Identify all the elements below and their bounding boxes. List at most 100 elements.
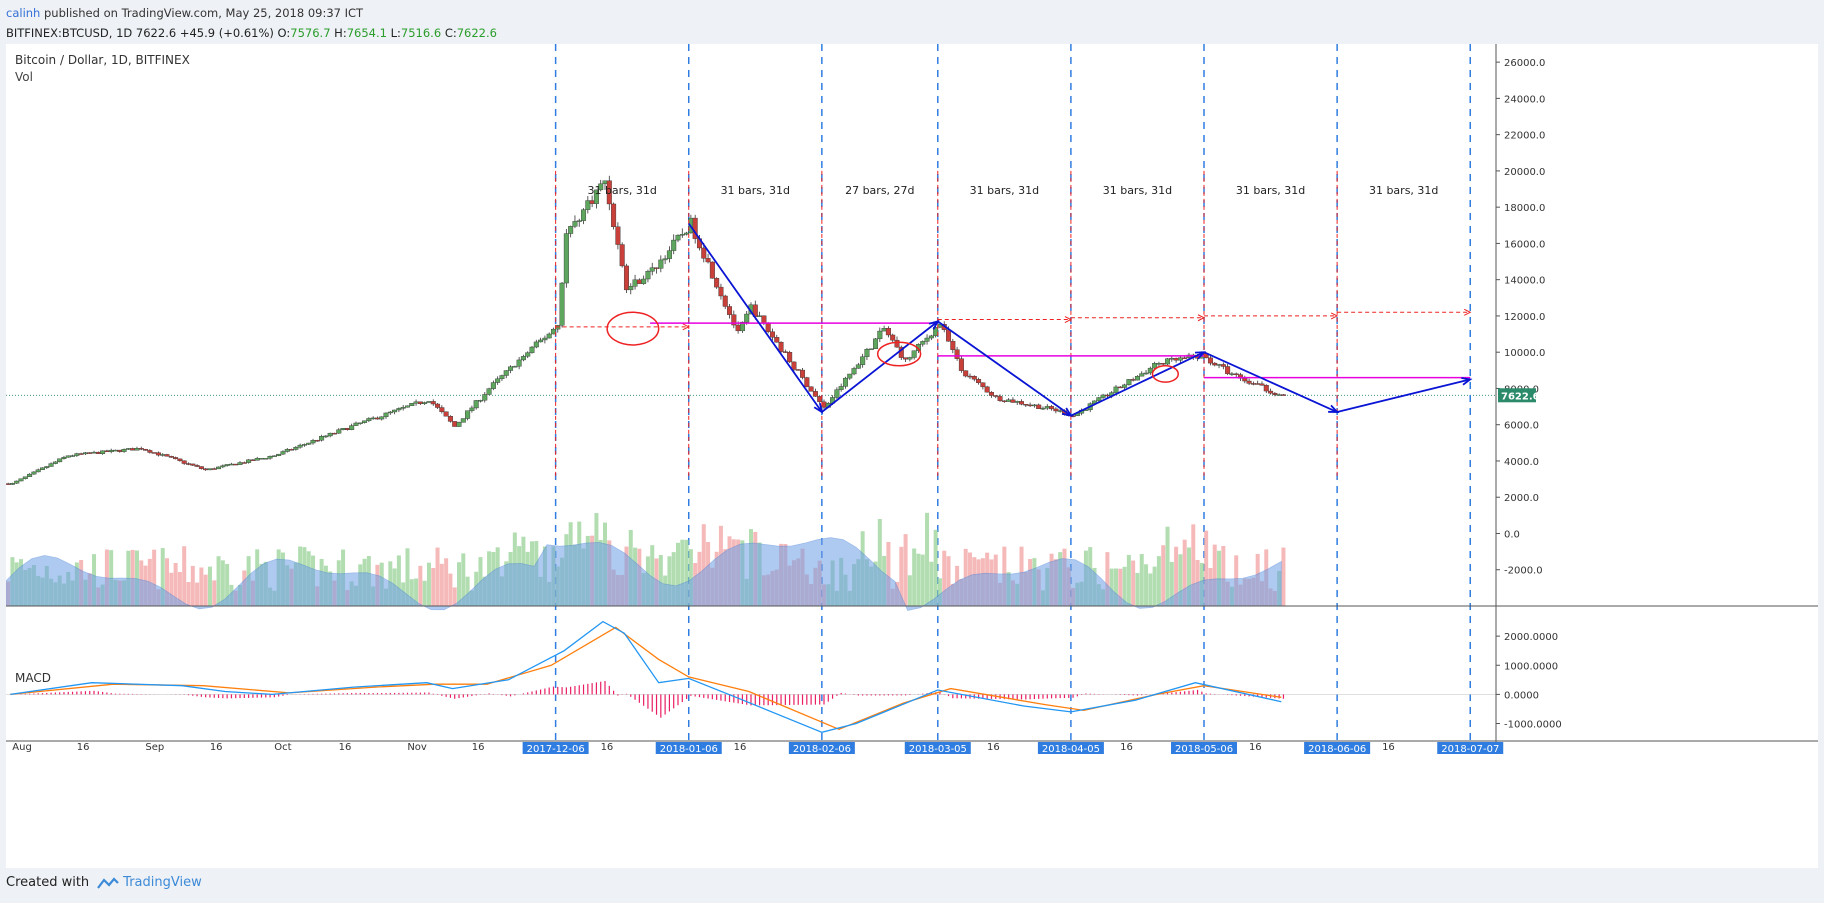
volume-bar xyxy=(1105,552,1110,606)
candle-body xyxy=(976,379,982,383)
time-marker-label: 2017-12-06 xyxy=(527,744,585,755)
projection-arrowhead xyxy=(1064,316,1073,324)
candle-body xyxy=(173,457,179,460)
candle-body xyxy=(465,410,471,419)
volume-bar xyxy=(1152,566,1157,606)
price-tick-label: 14000.0 xyxy=(1504,276,1545,287)
time-marker-badge xyxy=(1037,742,1104,754)
volume-bar xyxy=(426,562,431,606)
candle-body xyxy=(606,180,612,205)
trend-line xyxy=(1070,351,1205,417)
candle-body xyxy=(452,421,458,427)
trend-line xyxy=(937,320,1072,417)
volume-bar xyxy=(671,552,676,606)
candle-body xyxy=(353,422,359,426)
macd-line xyxy=(10,620,1282,733)
candle-body xyxy=(1207,357,1213,364)
volume-bar xyxy=(182,546,187,606)
volume-bar xyxy=(1113,568,1118,606)
candle-body xyxy=(357,422,363,424)
candle-body xyxy=(336,429,342,434)
volume-bar xyxy=(929,561,934,606)
price-tick-label: 20000.0 xyxy=(1504,167,1545,178)
candle-body xyxy=(443,411,449,417)
candle-body xyxy=(374,417,380,420)
candle-body xyxy=(82,452,88,455)
candle-body xyxy=(684,232,690,235)
candle-body xyxy=(1272,392,1278,395)
volume-ma-area xyxy=(5,537,1282,611)
candle-body xyxy=(649,267,655,272)
candle-body xyxy=(297,444,303,448)
candle-body xyxy=(293,447,299,450)
volume-bar xyxy=(203,574,208,606)
candle-body xyxy=(722,295,728,307)
candle-body xyxy=(44,466,50,468)
candle-body xyxy=(550,328,556,335)
candle-body xyxy=(1238,374,1244,379)
macd-layer xyxy=(6,620,1496,733)
candle-body xyxy=(842,377,848,387)
chart-svg[interactable]: 31 bars, 31d 31 bars, 31d 27 bars, 27d 31 b… xyxy=(5,44,1818,868)
volume-bar xyxy=(444,558,449,606)
last-price-badge xyxy=(1498,388,1536,403)
candle-body xyxy=(473,400,479,409)
trend-line xyxy=(821,320,939,413)
volume-bar xyxy=(1126,554,1131,606)
volume-bar xyxy=(1281,547,1286,606)
volume-bar xyxy=(933,529,938,606)
volume-bar xyxy=(1139,554,1144,606)
candle-body xyxy=(112,449,118,452)
volume-bar xyxy=(173,563,178,606)
candle-body xyxy=(1019,401,1025,405)
candle-body xyxy=(851,368,857,375)
candle-body xyxy=(739,321,745,332)
candle-body xyxy=(911,350,917,358)
candle-body xyxy=(795,369,801,371)
candle-body xyxy=(520,356,526,361)
candle-body xyxy=(27,473,33,477)
volume-bar xyxy=(1221,545,1226,606)
candle-body xyxy=(1113,386,1119,393)
candle-body xyxy=(516,359,522,367)
candle-body xyxy=(323,435,329,438)
candle-body xyxy=(860,356,866,365)
candle-body xyxy=(946,329,952,342)
candle-body xyxy=(1147,367,1153,374)
time-tick-label: Nov xyxy=(407,742,427,753)
candle-body xyxy=(877,330,883,340)
candle-body xyxy=(100,450,106,454)
price-tick-label: 18000.0 xyxy=(1504,203,1545,214)
period-length-label: 31 bars, 31d xyxy=(721,184,790,197)
volume-bar xyxy=(186,582,191,606)
volume-bar xyxy=(886,541,891,606)
candle-body xyxy=(435,403,441,408)
candle-body xyxy=(894,339,900,348)
candle-body xyxy=(125,448,131,450)
time-tick-label: 16 xyxy=(1249,742,1262,753)
candle-body xyxy=(74,453,80,456)
author-name[interactable]: calinh xyxy=(6,6,41,20)
candle-body xyxy=(769,331,775,338)
candle-body xyxy=(490,382,496,389)
volume-bar xyxy=(658,555,663,606)
candle-body xyxy=(589,200,595,204)
candle-body xyxy=(108,449,114,453)
candle-body xyxy=(104,450,110,453)
candle-body xyxy=(143,449,149,451)
candle-body xyxy=(1160,363,1166,365)
chart-area[interactable]: 31 bars, 31d 31 bars, 31d 27 bars, 27d 31 b… xyxy=(5,44,1818,868)
candle-body xyxy=(61,457,67,459)
volume-bar xyxy=(152,549,157,606)
tradingview-link[interactable]: TradingView xyxy=(123,875,202,890)
tradingview-brand[interactable]: TradingView xyxy=(97,875,202,890)
macd-label: MACD xyxy=(15,671,51,685)
candle-body xyxy=(1165,358,1171,365)
candle-body xyxy=(220,465,226,468)
candle-body xyxy=(868,348,874,351)
candle-body xyxy=(387,411,393,414)
volume-bar xyxy=(684,539,689,606)
candle-body xyxy=(417,401,423,404)
price-tick-label: -2000.0 xyxy=(1504,566,1543,577)
close-value: 7622.6 xyxy=(456,26,497,40)
